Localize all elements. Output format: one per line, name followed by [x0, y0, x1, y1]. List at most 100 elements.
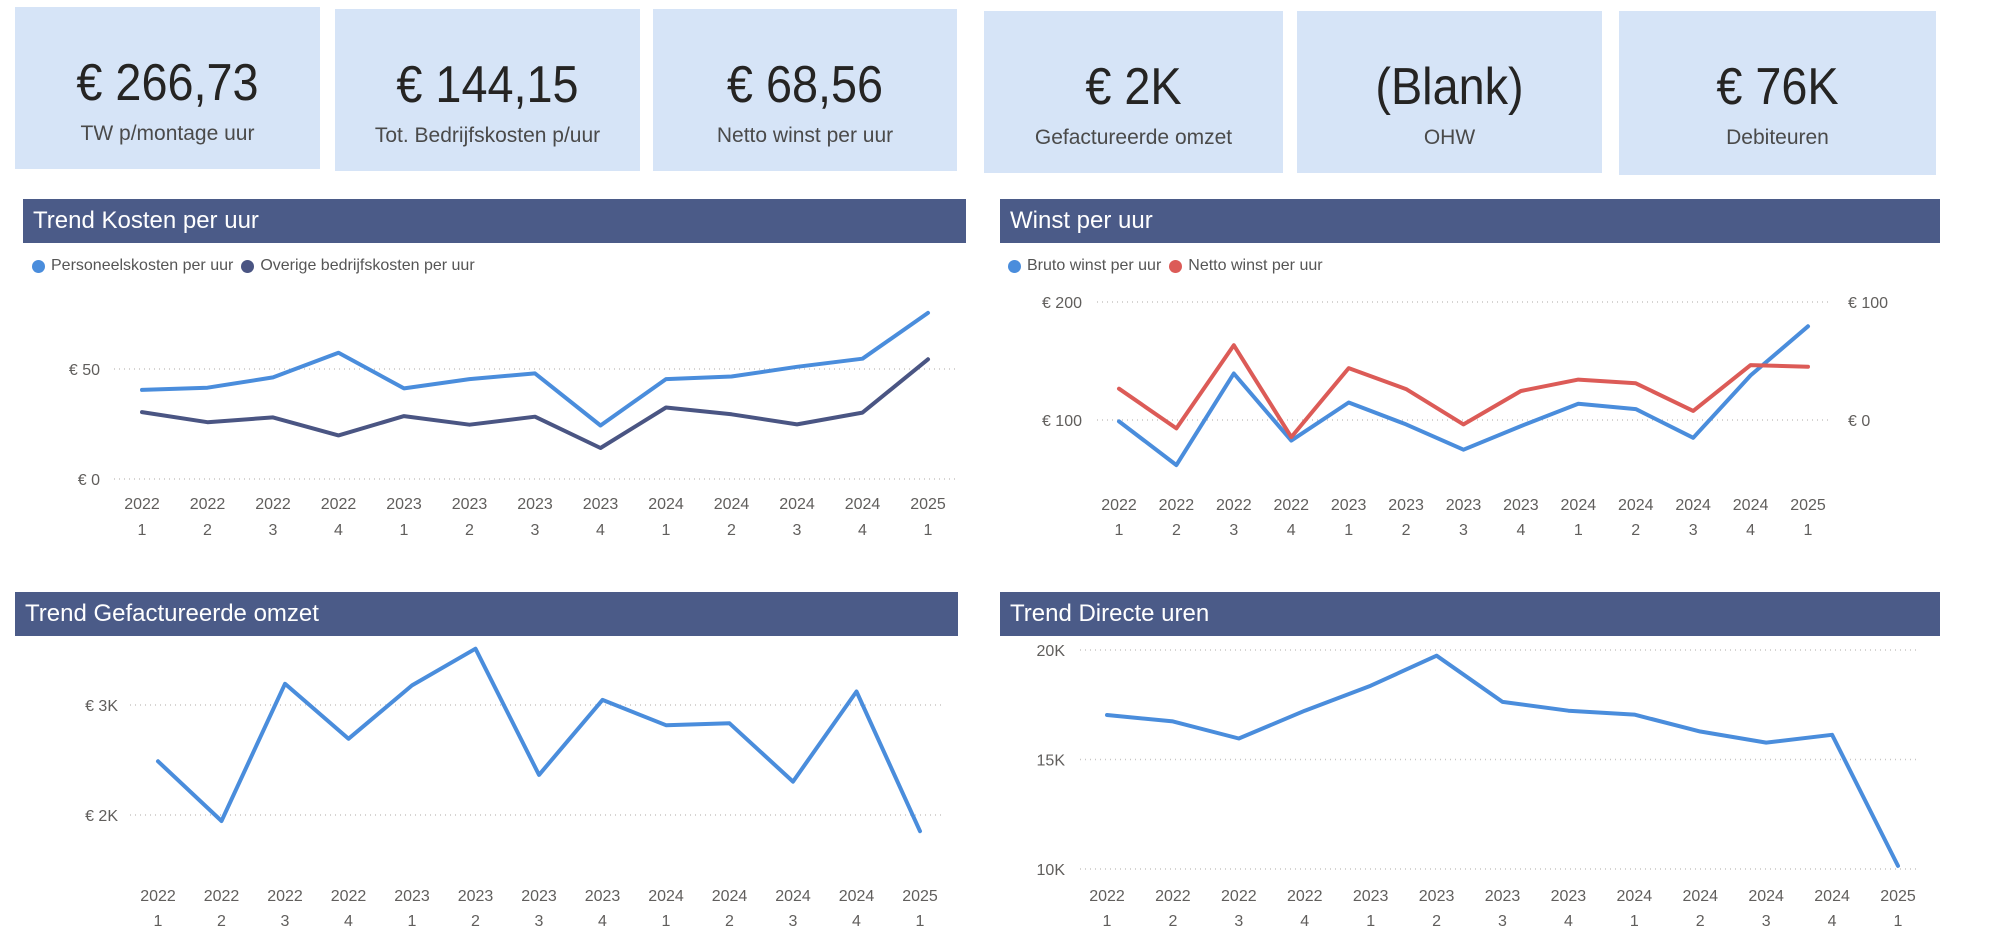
legend-marker	[241, 259, 255, 273]
x-tick-year: 2022	[331, 888, 367, 905]
x-tick-year: 2022	[1221, 888, 1257, 905]
x-tick-quarter: 1	[1103, 913, 1112, 930]
legend-item[interactable]: Personeelskosten per uur	[51, 257, 234, 274]
kpi-label: Tot. Bedrijfskosten p/uur	[374, 124, 601, 147]
kpi-card-debiteuren[interactable]: € 76K Debiteuren	[1619, 11, 1936, 175]
x-tick-quarter: 1	[662, 522, 671, 539]
x-tick-year: 2022	[140, 888, 176, 905]
x-tick-year: 2022	[1155, 888, 1191, 905]
x-tick-quarter: 1	[1366, 913, 1375, 930]
x-tick-year: 2023	[1419, 888, 1455, 905]
x-tick-year: 2023	[394, 888, 430, 905]
y2-tick-label: € 0	[1848, 413, 1870, 430]
kpi-value: € 144,15	[396, 56, 579, 114]
x-tick-year: 2025	[1790, 497, 1826, 514]
kpi-value: € 266,73	[76, 54, 259, 112]
x-tick-quarter: 2	[1402, 522, 1411, 539]
header-trend-kosten: Trend Kosten per uur	[23, 199, 966, 243]
legend-winst: Bruto winst per uur Netto winst per uur	[1008, 257, 1323, 275]
x-tick-quarter: 4	[598, 913, 607, 930]
x-tick-year: 2024	[1682, 888, 1718, 905]
x-tick-year: 2024	[1561, 497, 1597, 514]
kpi-label: OHW	[1423, 126, 1476, 149]
x-tick-year: 2023	[517, 496, 553, 513]
legend-item[interactable]: Netto winst per uur	[1188, 257, 1323, 274]
x-tick-quarter: 1	[154, 913, 163, 930]
x-tick-year: 2022	[321, 496, 357, 513]
x-tick-quarter: 1	[916, 913, 925, 930]
x-tick-quarter: 2	[1168, 913, 1177, 930]
y-tick-label: 20K	[1037, 643, 1066, 660]
legend-marker	[32, 259, 45, 273]
y2-tick-label: € 100	[1848, 295, 1888, 312]
x-tick-quarter: 1	[1894, 913, 1903, 930]
x-tick-quarter: 2	[725, 913, 734, 930]
kpi-card-gefactureerde-omzet[interactable]: € 2K Gefactureerde omzet	[984, 11, 1283, 173]
x-tick-quarter: 4	[858, 522, 867, 539]
series-line-bruto-winst-per-uur	[1117, 324, 1810, 468]
x-tick-quarter: 2	[1631, 522, 1640, 539]
legend-item[interactable]: Overige bedrijfskosten per uur	[260, 257, 475, 274]
kpi-card-bedrijfskosten[interactable]: € 144,15 Tot. Bedrijfskosten p/uur	[335, 9, 640, 171]
x-tick-year: 2023	[1551, 888, 1587, 905]
x-tick-year: 2023	[1485, 888, 1521, 905]
kpi-value: (Blank)	[1375, 58, 1524, 116]
x-tick-year: 2024	[714, 496, 750, 513]
x-tick-year: 2022	[1159, 497, 1195, 514]
x-tick-year: 2024	[1814, 888, 1850, 905]
header-trend-omzet: Trend Gefactureerde omzet	[15, 592, 958, 636]
x-tick-quarter: 3	[269, 522, 278, 539]
x-tick-year: 2025	[910, 496, 946, 513]
x-tick-quarter: 4	[596, 522, 605, 539]
y-tick-label: € 100	[1042, 413, 1082, 430]
x-tick-year: 2025	[902, 888, 938, 905]
x-tick-quarter: 3	[789, 913, 798, 930]
kpi-card-tw-montage-uur[interactable]: € 266,73 TW p/montage uur	[15, 7, 320, 169]
x-tick-year: 2024	[1617, 888, 1653, 905]
x-tick-year: 2022	[255, 496, 291, 513]
x-tick-year: 2024	[648, 888, 684, 905]
x-tick-quarter: 4	[344, 913, 353, 930]
x-tick-year: 2023	[386, 496, 422, 513]
x-tick-quarter: 3	[1762, 913, 1771, 930]
x-tick-quarter: 2	[217, 913, 226, 930]
x-tick-year: 2022	[190, 496, 226, 513]
x-tick-quarter: 2	[465, 522, 474, 539]
x-tick-quarter: 3	[1229, 522, 1238, 539]
x-tick-quarter: 4	[1564, 913, 1573, 930]
kpi-card-netto-winst[interactable]: € 68,56 Netto winst per uur	[653, 9, 957, 171]
x-tick-year: 2023	[1353, 888, 1389, 905]
kpi-card-ohw[interactable]: (Blank) OHW	[1297, 11, 1602, 173]
x-tick-year: 2024	[1675, 497, 1711, 514]
x-tick-quarter: 2	[727, 522, 736, 539]
x-tick-year: 2023	[1331, 497, 1367, 514]
x-tick-quarter: 1	[1574, 522, 1583, 539]
x-tick-quarter: 3	[793, 522, 802, 539]
y-tick-label: € 200	[1042, 295, 1082, 312]
header-trend-uren: Trend Directe uren	[1000, 592, 1940, 636]
legend-kosten: Personeelskosten per uur Overige bedrijf…	[32, 257, 475, 275]
x-tick-year: 2022	[204, 888, 240, 905]
chart-title: Trend Gefactureerde omzet	[25, 600, 319, 627]
chart-title: Trend Directe uren	[1010, 600, 1210, 627]
x-tick-year: 2023	[521, 888, 557, 905]
x-tick-quarter: 2	[1172, 522, 1181, 539]
series-line-gefactureerde-omzet	[156, 646, 922, 834]
x-tick-quarter: 1	[662, 913, 671, 930]
kpi-label: Netto winst per uur	[716, 124, 894, 147]
x-tick-quarter: 3	[535, 913, 544, 930]
x-tick-year: 2024	[1618, 497, 1654, 514]
x-tick-quarter: 4	[1828, 913, 1837, 930]
x-tick-year: 2023	[1503, 497, 1539, 514]
legend-item[interactable]: Bruto winst per uur	[1027, 257, 1162, 274]
kpi-value: € 2K	[1085, 58, 1182, 116]
kpi-label: TW p/montage uur	[80, 122, 255, 145]
x-tick-year: 2024	[1748, 888, 1784, 905]
x-tick-year: 2023	[1388, 497, 1424, 514]
x-tick-quarter: 3	[281, 913, 290, 930]
x-tick-year: 2023	[452, 496, 488, 513]
y-tick-label: € 3K	[85, 698, 118, 715]
x-tick-quarter: 4	[852, 913, 861, 930]
x-tick-year: 2024	[845, 496, 881, 513]
